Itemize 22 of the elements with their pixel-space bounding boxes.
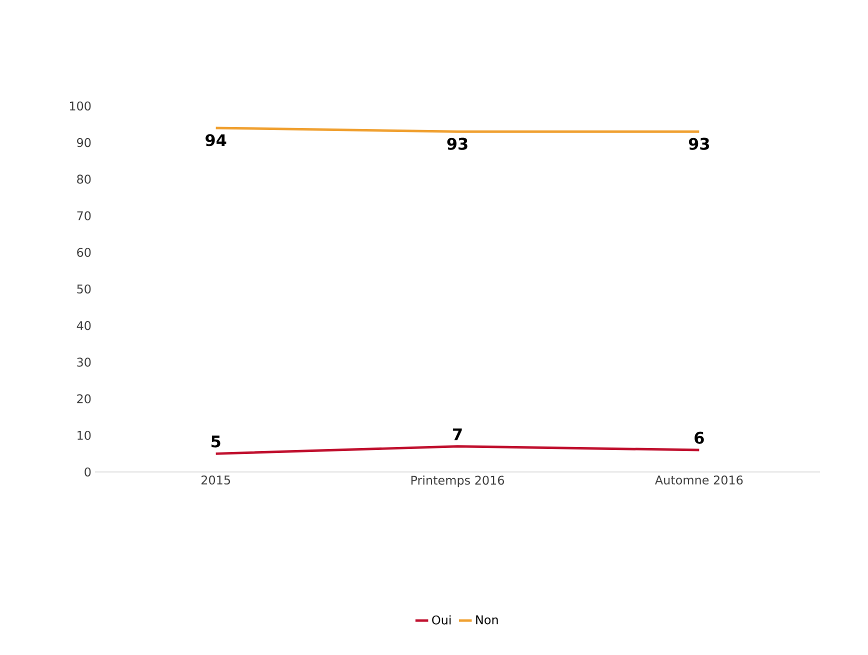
y-tick-label: 20 <box>77 394 91 404</box>
x-tick-label: 2015 <box>202 476 230 485</box>
y-tick-label: 90 <box>77 138 91 148</box>
y-tick-label: 70 <box>77 211 91 220</box>
y-tick-label: 80 <box>77 174 91 184</box>
y-tick-label: 100 <box>70 101 91 111</box>
data-label: 93 <box>447 138 468 150</box>
data-label: 6 <box>694 432 704 444</box>
data-label: 5 <box>212 436 220 448</box>
y-tick-label: 40 <box>76 321 91 330</box>
data-label: 94 <box>206 134 226 146</box>
y-tick-label: 50 <box>77 284 91 294</box>
x-tick-label: Printemps 2016 <box>411 476 504 488</box>
x-tick-label: Automne 2016 <box>654 476 743 485</box>
data-label: 7 <box>453 428 462 440</box>
y-tick-label: 60 <box>77 248 91 257</box>
y-tick-label: 30 <box>77 358 91 367</box>
y-tick-label: 0 <box>84 467 91 477</box>
legend-label: Oui <box>432 615 451 625</box>
legend-label: Non <box>476 615 498 624</box>
y-tick-label: 10 <box>78 430 91 440</box>
data-label: 93 <box>688 138 710 150</box>
